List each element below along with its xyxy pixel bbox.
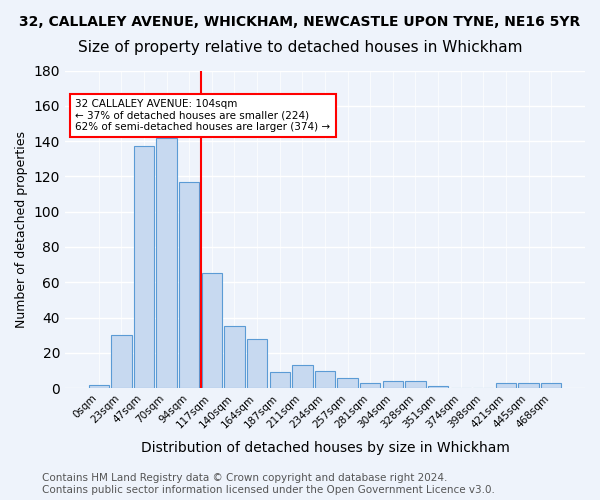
- Text: 32 CALLALEY AVENUE: 104sqm
← 37% of detached houses are smaller (224)
62% of sem: 32 CALLALEY AVENUE: 104sqm ← 37% of deta…: [76, 99, 331, 132]
- Bar: [315, 370, 335, 388]
- X-axis label: Distribution of detached houses by size in Whickham: Distribution of detached houses by size …: [140, 441, 509, 455]
- Bar: [496, 383, 516, 388]
- Y-axis label: Number of detached properties: Number of detached properties: [15, 131, 28, 328]
- Bar: [89, 384, 109, 388]
- Bar: [428, 386, 448, 388]
- Bar: [292, 365, 313, 388]
- Bar: [247, 339, 267, 388]
- Bar: [224, 326, 245, 388]
- Text: 32, CALLALEY AVENUE, WHICKHAM, NEWCASTLE UPON TYNE, NE16 5YR: 32, CALLALEY AVENUE, WHICKHAM, NEWCASTLE…: [19, 15, 581, 29]
- Bar: [405, 381, 425, 388]
- Bar: [111, 335, 131, 388]
- Bar: [337, 378, 358, 388]
- Bar: [269, 372, 290, 388]
- Text: Size of property relative to detached houses in Whickham: Size of property relative to detached ho…: [78, 40, 522, 55]
- Bar: [202, 274, 222, 388]
- Bar: [134, 146, 154, 388]
- Bar: [541, 383, 562, 388]
- Text: Contains HM Land Registry data © Crown copyright and database right 2024.
Contai: Contains HM Land Registry data © Crown c…: [42, 474, 495, 495]
- Bar: [179, 182, 199, 388]
- Bar: [157, 138, 177, 388]
- Bar: [360, 383, 380, 388]
- Bar: [518, 383, 539, 388]
- Bar: [383, 381, 403, 388]
